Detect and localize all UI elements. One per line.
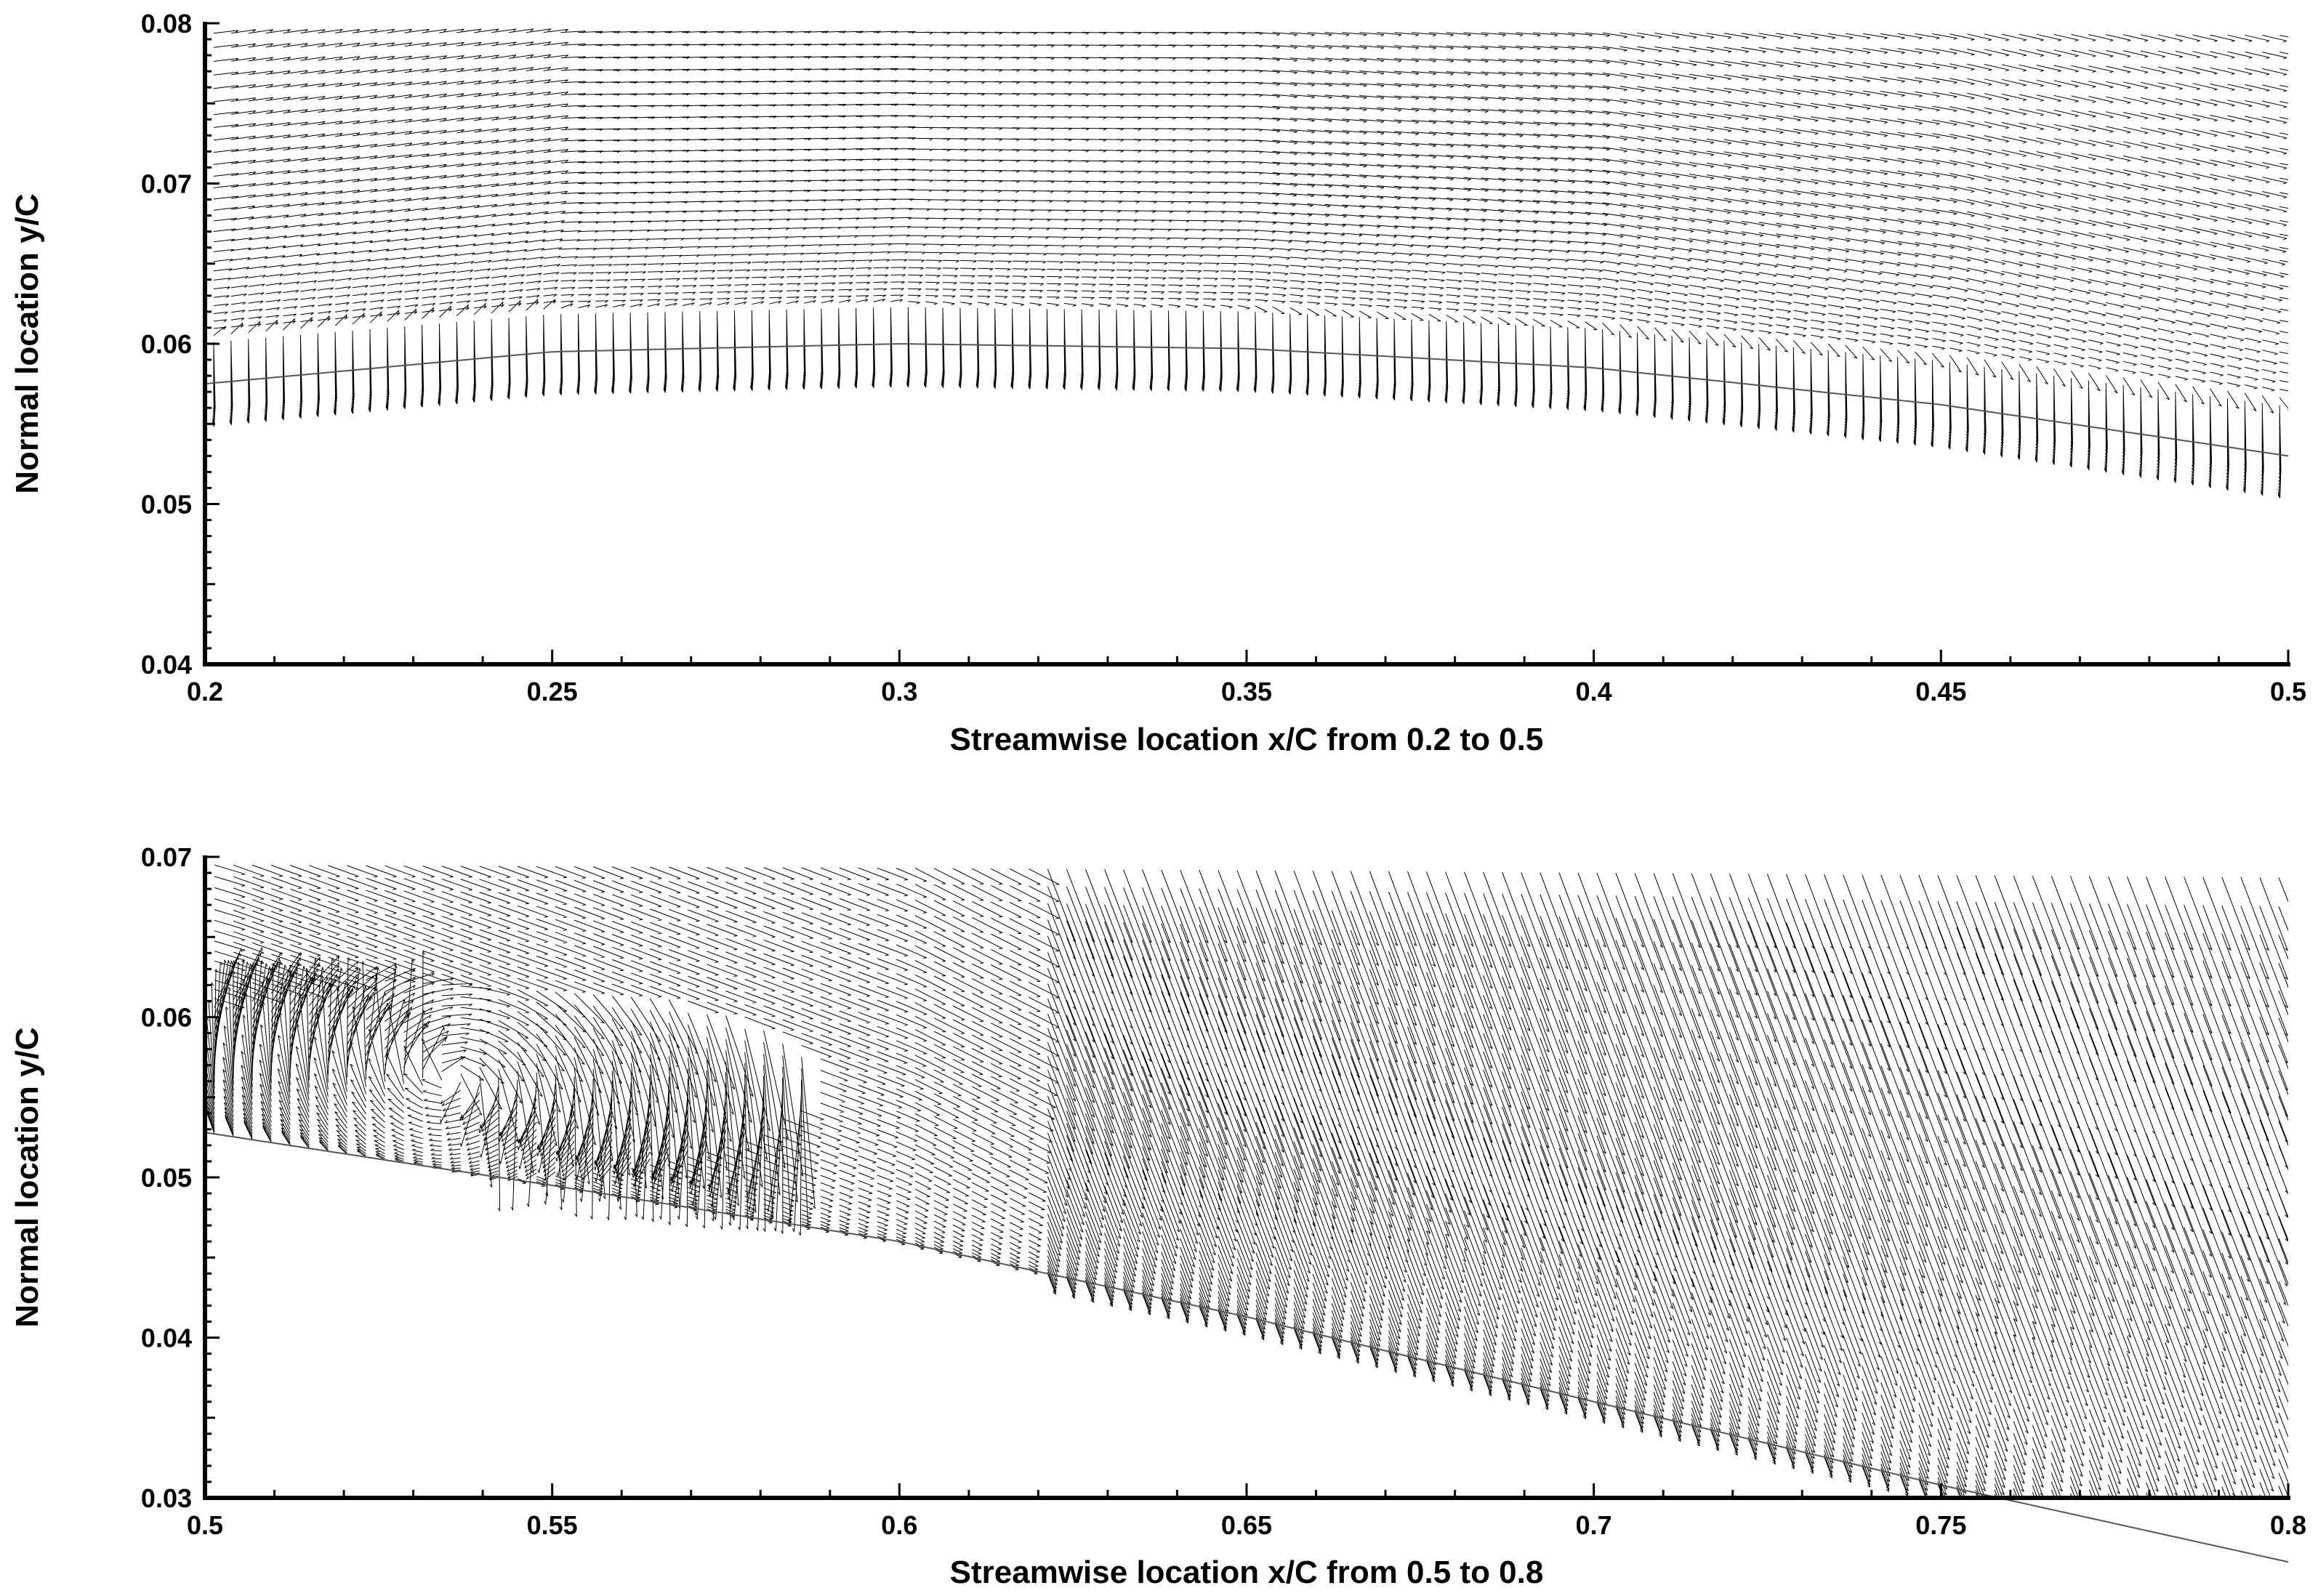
vector-plot-top: 0.2 0.25 0.3 0.35 0.4 0.45 0.5 0.040.050.060.0… (9, 9, 2306, 757)
y-tick-labels-top: 0.04 0.05 0.06 0.07 0.08 (141, 9, 192, 680)
y-tick-label: 0.07 (141, 842, 192, 872)
x-tick-label: 0.55 (527, 1510, 578, 1540)
x-tick-label: 0.6 (881, 1510, 917, 1540)
vector-arrows (212, 28, 2288, 499)
x-tick-label: 0.7 (1576, 1510, 1612, 1540)
x-axis-label-bottom: Streamwise location x/C from 0.5 to 0.8 (950, 1555, 1544, 1590)
vector-arrows (205, 864, 2288, 1498)
y-axis-label-bottom: Normal location y/C (9, 1027, 45, 1327)
y-tick-label: 0.08 (141, 9, 192, 39)
x-tick-label: 0.65 (1221, 1510, 1272, 1540)
x-tick-labels-top: 0.2 0.25 0.3 0.35 0.4 0.45 0.5 (187, 677, 2306, 706)
y-tick-label: 0.05 (141, 490, 192, 520)
x-tick-label: 0.25 (527, 677, 578, 706)
x-tick-label: 0.8 (2270, 1510, 2306, 1540)
vector-field-top (212, 28, 2288, 499)
vector-field-bottom (205, 864, 2288, 1498)
x-axis-label-top: Streamwise location x/C from 0.2 to 0.5 (950, 722, 1544, 757)
x-tick-label: 0.5 (2270, 677, 2306, 706)
x-tick-labels-bottom: 0.5 0.55 0.6 0.65 0.7 0.75 0.8 (187, 1510, 2306, 1540)
wall-line-top (204, 343, 2289, 457)
y-tick-label: 0.04 (141, 650, 192, 680)
x-tick-label: 0.5 (187, 1510, 223, 1540)
vector-plot-bottom: 0.5 0.55 0.6 0.65 0.7 0.75 0.8 0.030.040.050.0… (9, 842, 2306, 1590)
y-tick-label: 0.03 (141, 1483, 192, 1513)
x-tick-label: 0.45 (1915, 677, 1966, 706)
x-tick-label: 0.35 (1221, 677, 1272, 706)
y-tick-label: 0.04 (141, 1323, 192, 1353)
y-tick-label: 0.06 (141, 329, 192, 359)
x-tick-label: 0.4 (1576, 677, 1612, 706)
axes-top (203, 22, 2290, 666)
axes-bottom (203, 855, 2290, 1500)
y-tick-label: 0.05 (141, 1163, 192, 1193)
y-tick-label: 0.07 (141, 169, 192, 199)
y-tick-labels-bottom: 0.03 0.04 0.05 0.06 0.07 (141, 842, 192, 1513)
x-tick-label: 0.2 (187, 677, 223, 706)
y-tick-label: 0.06 (141, 1003, 192, 1033)
x-tick-label: 0.75 (1915, 1510, 1966, 1540)
y-axis-label-top: Normal location y/C (9, 193, 45, 493)
x-tick-label: 0.3 (881, 677, 917, 706)
